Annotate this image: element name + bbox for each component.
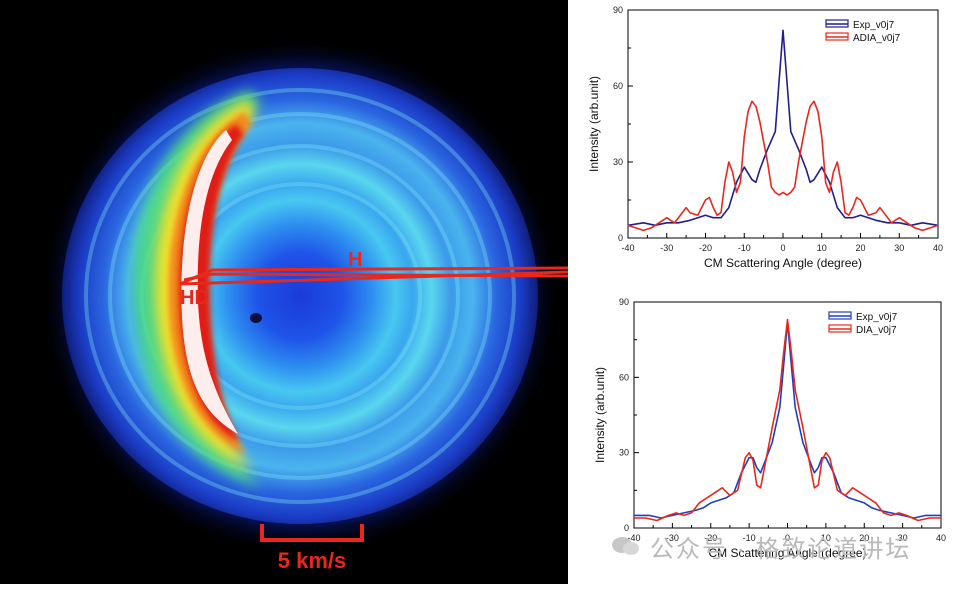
x-tick-label: 30 — [898, 533, 908, 543]
watermark-text: 公众号 · 格致论道讲坛 — [650, 535, 912, 563]
x-tick-label: 10 — [821, 533, 831, 543]
center-spot — [250, 313, 262, 323]
series-line-1 — [634, 318, 941, 522]
x-axis-label: CM Scattering Angle (degree) — [708, 546, 866, 560]
x-axis-label: CM Scattering Angle (degree) — [704, 256, 862, 270]
series-line-0 — [627, 29, 939, 227]
saturated-region — [181, 130, 238, 434]
series-line-0 — [634, 321, 941, 519]
x-tick-label: -10 — [743, 533, 756, 543]
velocity-map-svg: H HD 5 km/s — [38, 44, 568, 573]
y-tick-label: 90 — [619, 297, 629, 307]
x-tick-label: -20 — [704, 533, 717, 543]
x-tick-label: 10 — [817, 243, 827, 253]
y-tick-label: 30 — [613, 157, 623, 167]
x-tick-label: 40 — [933, 243, 943, 253]
flight-path-lines — [179, 266, 568, 286]
y-tick-label: 60 — [613, 81, 623, 91]
y-tick-label: 90 — [613, 5, 623, 15]
y-tick-label: 60 — [619, 372, 629, 382]
chart-dia: -40 -30 -20 -10 0 10 20 30 40 0 30 60 90 CM Scatterin… — [568, 292, 960, 584]
scale-bar-label: 5 km/s — [278, 548, 347, 573]
plot-frame — [627, 9, 939, 239]
chart-dia-svg: -40 -30 -20 -10 0 10 20 30 40 0 30 60 90 CM Scatterin… — [593, 297, 946, 560]
y-axis-label: Intensity (arb.unit) — [587, 76, 601, 172]
x-tick-label: -10 — [738, 243, 751, 253]
x-tick-label: 20 — [855, 243, 865, 253]
legend-label: DIA_v0j7 — [856, 325, 897, 336]
x-tick-label: 40 — [936, 533, 946, 543]
x-tick-label: -40 — [627, 533, 640, 543]
velocity-map-image: H HD 5 km/s — [0, 0, 568, 584]
chart-adia: -40 -30 -20 -10 0 10 20 30 40 0 30 60 90 CM Scatterin… — [568, 0, 960, 290]
scale-bar — [260, 524, 364, 542]
yellow-crescent — [155, 100, 256, 470]
y-tick-label: 0 — [624, 523, 629, 533]
chart-adia-svg: -40 -30 -20 -10 0 10 20 30 40 0 30 60 90 CM Scatterin… — [587, 5, 943, 270]
watermark: 公众号 · 格致论道讲坛 — [612, 528, 952, 564]
y-tick-label: 0 — [618, 233, 623, 243]
legend-label: Exp_v0j7 — [856, 312, 898, 323]
x-tick-label: -40 — [621, 243, 634, 253]
x-tick-label: 30 — [894, 243, 904, 253]
y-axis-label: Intensity (arb.unit) — [593, 367, 607, 463]
speed-disk — [62, 68, 538, 524]
label-hd: HD — [180, 287, 209, 309]
x-tick-label: 0 — [785, 533, 790, 543]
label-h: H — [348, 249, 362, 271]
x-tick-label: -30 — [666, 533, 679, 543]
x-tick-label: 0 — [780, 243, 785, 253]
legend-label: ADIA_v0j7 — [853, 33, 901, 44]
legend-label: Exp_v0j7 — [853, 20, 895, 31]
x-tick-label: 20 — [859, 533, 869, 543]
green-crescent — [133, 90, 262, 488]
wechat-icon — [612, 535, 642, 557]
y-tick-label: 30 — [619, 448, 629, 458]
x-tick-label: -30 — [660, 243, 673, 253]
series-line-1 — [627, 100, 939, 232]
x-tick-label: -20 — [699, 243, 712, 253]
